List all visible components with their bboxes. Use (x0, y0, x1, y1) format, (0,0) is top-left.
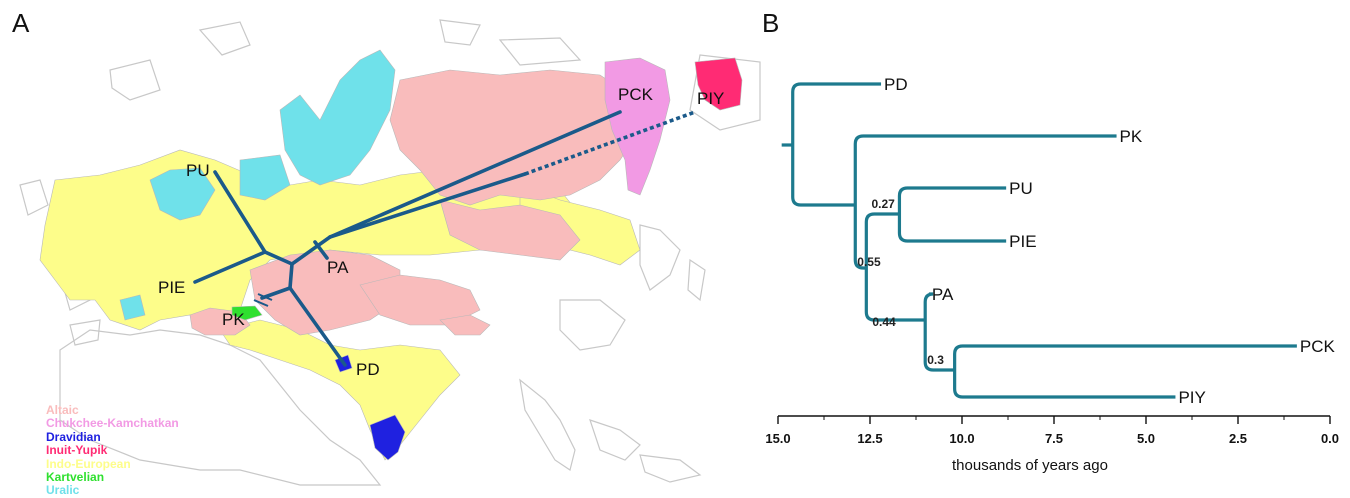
branch-pd (791, 82, 882, 145)
leaf-label-piy: PIY (1178, 388, 1205, 407)
panel-letter-b: B (762, 8, 780, 38)
axis-tick-label: 10.0 (949, 431, 974, 446)
branch-pu (897, 186, 1007, 214)
axis-tick-label: 15.0 (765, 431, 790, 446)
branch-pa (923, 292, 934, 320)
time-axis: 15.0 12.5 10.0 7.5 5.0 2.5 0.0 (765, 415, 1339, 446)
leaf-label-pd: PD (884, 75, 908, 94)
leaf-label-pck: PCK (1300, 337, 1336, 356)
leaf-label-pk: PK (1120, 127, 1143, 146)
leaf-label-pu: PU (1009, 179, 1033, 198)
map-label-pie: PIE (158, 278, 185, 297)
map-label-pa: PA (327, 258, 349, 277)
pk-branch-break-marks (253, 293, 273, 307)
branch-pck (953, 344, 1297, 370)
map-label-pck: PCK (618, 85, 654, 104)
tree-leaf-labels: PD PK PU PIE PA PCK PIY (884, 75, 1335, 407)
axis-tick-label: 12.5 (857, 431, 882, 446)
map-label-piy: PIY (697, 89, 724, 108)
axis-title: thousands of years ago (952, 457, 1108, 474)
branch-c-d (864, 268, 926, 322)
map-tree-branches (193, 110, 622, 367)
branch-root-a (791, 145, 856, 207)
land-outlines (19, 19, 761, 486)
language-regions (39, 49, 743, 461)
node-support-label: 0.27 (871, 197, 895, 211)
legend-entry-indo-european: Indo-European (46, 456, 131, 471)
axis-tick-label: 7.5 (1045, 431, 1063, 446)
branch-c-b (864, 212, 900, 268)
branch-pk (853, 134, 1117, 205)
legend-entry-kartvelian: Kartvelian (46, 470, 105, 485)
legend-entry-chukchee-kamchatkan: Chukchee-Kamchatkan (46, 416, 179, 431)
legend-entry-inuit-yupik: Inuit-Yupik (46, 443, 108, 458)
tree-branches (781, 82, 1297, 399)
legend-entry-altaic: Altaic (46, 403, 79, 417)
map-label-pu: PU (186, 161, 210, 180)
node-support-label: 0.55 (857, 255, 881, 269)
branch-d-e (923, 320, 955, 372)
map-label-pd: PD (356, 360, 380, 379)
branch-a-c (853, 205, 867, 270)
map-legend: Altaic Chukchee-Kamchatkan Dravidian Inuit-… (46, 403, 179, 498)
branch-pie (897, 214, 1007, 243)
node-support-label: 0.44 (872, 315, 896, 329)
legend-entry-dravidian: Dravidian (46, 429, 101, 444)
map-tree-dotted-branch (524, 110, 696, 176)
map-node-labels: PU PIE PK PA PD PCK PIY (158, 85, 724, 379)
map-label-pk: PK (222, 310, 245, 329)
axis-tick-label: 5.0 (1137, 431, 1155, 446)
tree-node-labels: 0.27 0.55 0.44 0.3 (857, 197, 944, 367)
branch-piy (953, 370, 1176, 399)
axis-tick-label: 2.5 (1229, 431, 1247, 446)
node-support-label: 0.3 (927, 353, 944, 367)
leaf-label-pie: PIE (1009, 232, 1036, 251)
leaf-label-pa: PA (932, 285, 954, 304)
axis-tick-label: 0.0 (1321, 431, 1339, 446)
panel-letter-a: A (12, 8, 30, 38)
